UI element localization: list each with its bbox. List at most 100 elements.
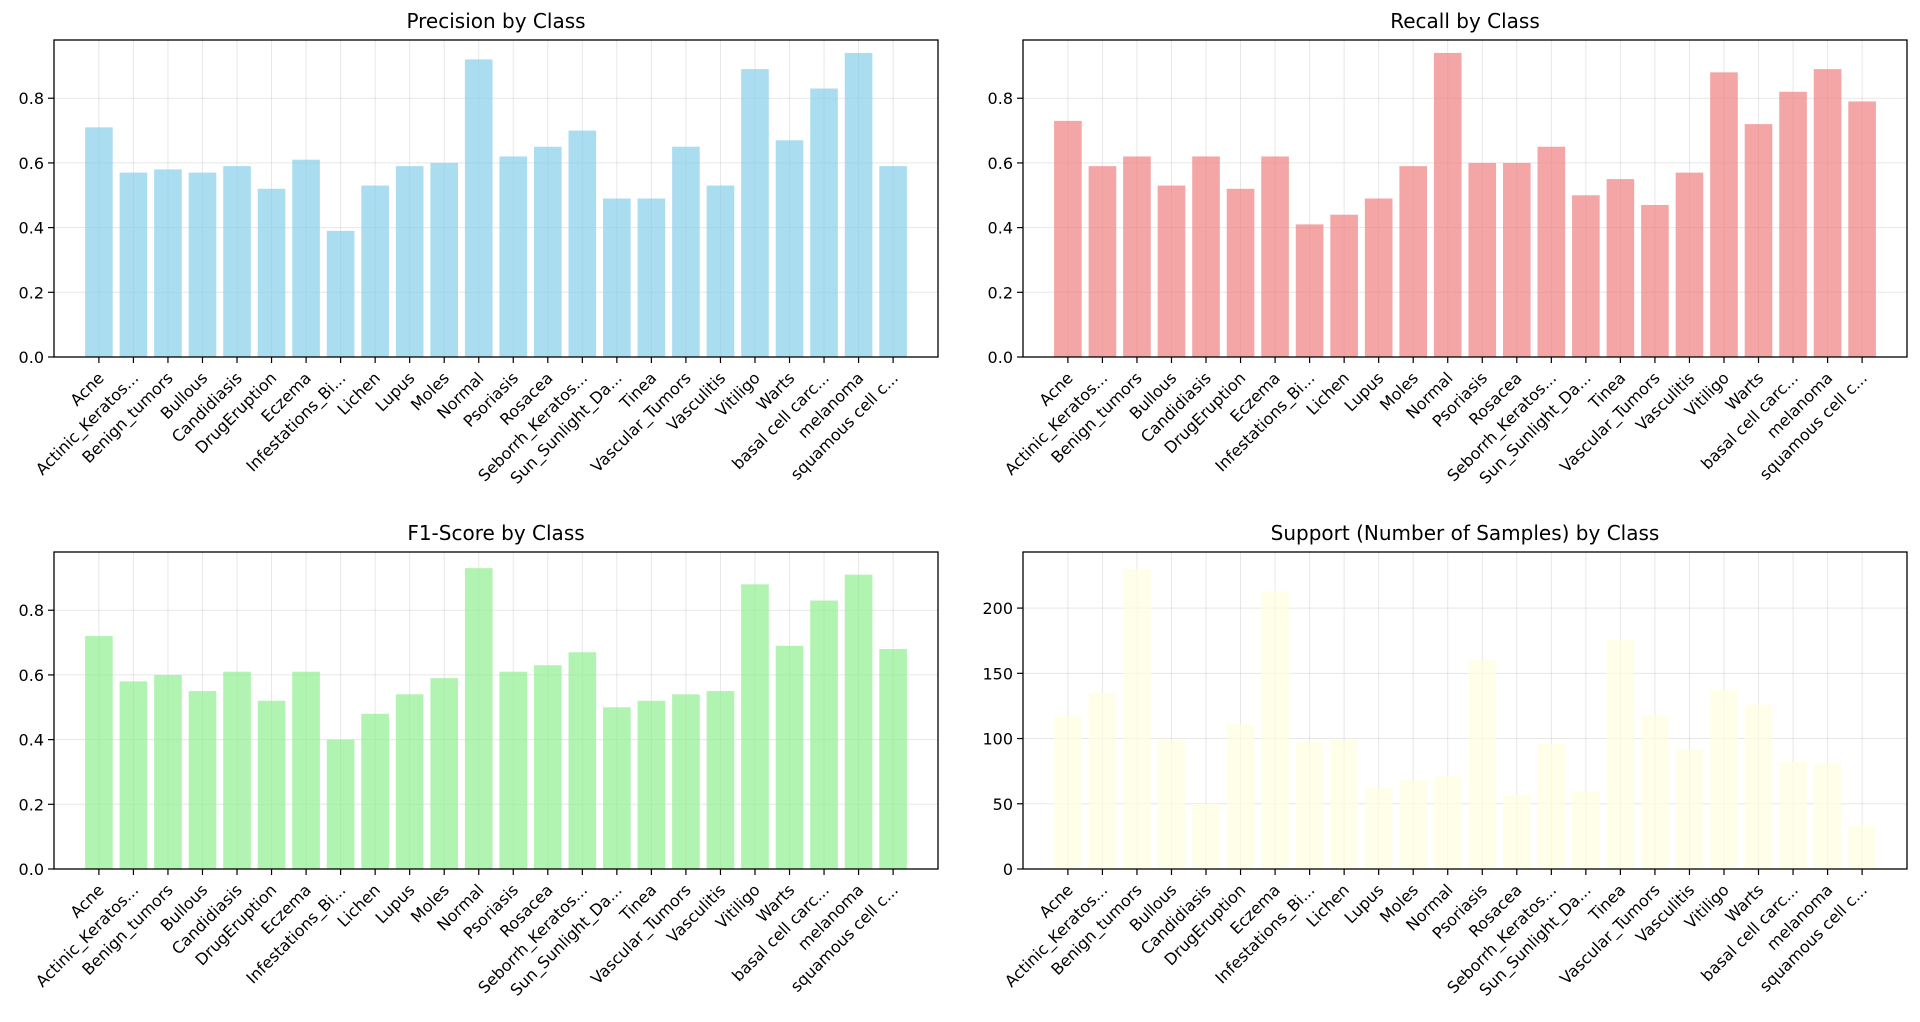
bar [395,166,424,357]
bar [672,146,700,357]
bar [1088,166,1117,357]
bar [292,159,320,357]
y-tick-label: 0.6 [19,666,44,685]
y-tick-label: 100 [982,730,1013,749]
y-tick-label: 0.8 [988,89,1013,108]
bar [292,671,320,869]
bar [1468,660,1497,869]
chart-panel-2: 0.00.20.40.60.8AcneActinic_Keratos...Ben… [988,9,1908,488]
plot-frame [53,39,939,358]
bar [154,674,182,869]
bar [1641,715,1669,869]
bar [464,59,493,357]
bar [1399,166,1428,357]
y-tick-label: 0.6 [988,154,1013,173]
bar [499,671,528,869]
bar [1779,762,1807,869]
bar [499,156,528,357]
bar [1537,146,1566,357]
bar [1192,803,1220,869]
bar [706,185,735,357]
y-tick-label: 0 [1003,860,1013,879]
bar [1848,101,1876,357]
y-tick-label: 200 [982,599,1013,618]
chart-panel-3: 0.00.20.40.60.8AcneActinic_Keratos...Ben… [19,521,939,1000]
bar [1433,776,1462,869]
bar [464,568,493,869]
bar [706,691,735,869]
bar [326,739,355,869]
bar [1364,788,1393,869]
bar [1502,162,1531,357]
bar [154,169,182,357]
bar [1779,91,1807,358]
bar [603,198,631,357]
plot-frame [53,551,939,870]
bar [1261,156,1289,357]
y-tick-label: 50 [993,795,1013,814]
bar [879,649,907,869]
bar [119,681,148,869]
bar [188,172,217,357]
bar [637,198,666,357]
bar [1744,124,1773,357]
bar [1157,185,1186,357]
bar [1710,690,1738,869]
bar [1433,52,1462,357]
bar [1295,224,1324,357]
bar [188,691,217,869]
y-tick-label: 0.8 [19,89,44,108]
bar [1502,794,1531,869]
bar [1813,763,1842,869]
bar [1295,741,1324,869]
bar [533,665,562,869]
bar [1123,568,1151,869]
bar [568,130,597,357]
bar [430,678,459,869]
bar [1364,198,1393,357]
bar [741,584,769,869]
bar [775,140,804,357]
bar [1330,739,1358,869]
bar [1675,748,1704,869]
x-tick-label: Lupus [372,880,419,927]
bar [223,671,251,869]
bar [844,52,873,357]
bar [361,185,389,357]
bar [119,172,148,357]
bar [1330,214,1358,357]
bar [1261,591,1289,869]
bar [361,713,389,869]
bar [1710,72,1738,358]
bar [741,69,769,357]
bar [603,707,631,869]
bar [1744,704,1773,869]
y-tick-label: 0.0 [19,348,44,367]
bar [810,88,838,357]
bar [257,700,286,869]
chart-title: Precision by Class [406,9,585,33]
bar [810,600,838,869]
bar [223,166,251,357]
bar [395,694,424,869]
y-tick-label: 0.0 [988,348,1013,367]
chart-title: Recall by Class [1390,9,1540,33]
bar [1641,204,1669,357]
bar [1606,639,1635,869]
bar [1848,825,1876,869]
y-tick-label: 0.8 [19,601,44,620]
bar [85,127,113,357]
bar [879,166,907,357]
plot-frame [1022,39,1908,358]
y-tick-label: 0.4 [19,219,44,238]
bar [1226,188,1255,357]
bar [1537,743,1566,869]
bar [1088,692,1117,869]
bar [844,574,873,869]
bar [637,700,666,869]
bar [1192,156,1220,357]
y-tick-label: 0.4 [19,731,44,750]
bar [257,188,286,357]
y-tick-label: 0.0 [19,860,44,879]
